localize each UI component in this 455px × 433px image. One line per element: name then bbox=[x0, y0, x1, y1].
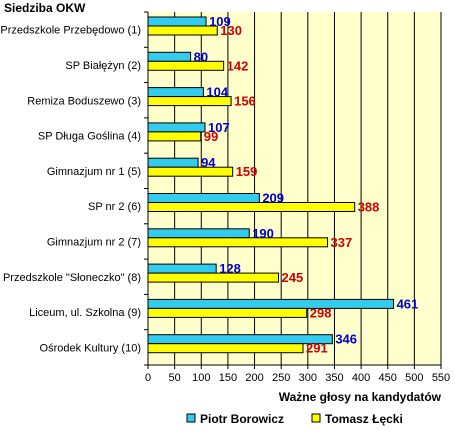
bar-lecki bbox=[147, 202, 356, 212]
data-label-lecki: 337 bbox=[331, 235, 353, 250]
data-label-borowicz: 190 bbox=[252, 226, 274, 241]
data-label-borowicz: 461 bbox=[397, 296, 419, 311]
x-tick-label: 450 bbox=[379, 372, 397, 384]
category-label: SP Białężyn (2) bbox=[65, 60, 141, 72]
bar-lecki bbox=[147, 343, 304, 354]
x-tick-label: 550 bbox=[432, 372, 450, 384]
bar-lecki bbox=[147, 25, 218, 36]
data-label-lecki: 159 bbox=[236, 164, 258, 179]
data-label-borowicz: 94 bbox=[201, 155, 216, 170]
bar-lecki bbox=[147, 131, 202, 142]
legend-label-borowicz: Piotr Borowicz bbox=[200, 412, 284, 426]
bar-borowicz bbox=[147, 122, 206, 133]
bar-borowicz bbox=[147, 193, 260, 203]
data-label-borowicz: 107 bbox=[208, 120, 230, 135]
legend: Piotr Borowicz Tomasz Łęcki bbox=[186, 412, 403, 426]
data-label-lecki: 142 bbox=[227, 58, 249, 73]
data-label-lecki: 99 bbox=[204, 129, 218, 144]
data-label-borowicz: 346 bbox=[335, 332, 357, 347]
category-label: Gimnazjum nr 2 (7) bbox=[47, 236, 141, 248]
data-label-borowicz: 209 bbox=[262, 191, 284, 206]
category-label: SP nr 2 (6) bbox=[88, 201, 141, 213]
bar-borowicz bbox=[147, 298, 395, 309]
bar-lecki bbox=[147, 237, 329, 248]
x-tick-label: 500 bbox=[405, 372, 423, 384]
bar-borowicz bbox=[147, 263, 217, 274]
bar-borowicz bbox=[147, 51, 192, 62]
data-label-lecki: 298 bbox=[310, 305, 332, 320]
bar-borowicz bbox=[147, 228, 250, 239]
data-label-lecki: 130 bbox=[220, 23, 242, 38]
bar-lecki bbox=[147, 307, 308, 318]
x-tick-label: 100 bbox=[192, 372, 210, 384]
category-label: Gimnazjum nr 1 (5) bbox=[47, 166, 141, 178]
legend-label-lecki: Tomasz Łęcki bbox=[325, 412, 403, 426]
axes bbox=[144, 11, 441, 366]
x-tick-label: 200 bbox=[245, 372, 263, 384]
bar-lecki bbox=[147, 60, 225, 71]
data-label-borowicz: 80 bbox=[194, 49, 208, 64]
category-label: Przedszkole "Słoneczko" (8) bbox=[3, 272, 141, 284]
bar-lecki bbox=[147, 272, 280, 283]
x-tick-label: 300 bbox=[299, 372, 317, 384]
x-tick-label: 250 bbox=[272, 372, 290, 384]
data-label-lecki: 156 bbox=[234, 94, 256, 109]
x-tick-label: 150 bbox=[219, 372, 237, 384]
x-tick-label: 350 bbox=[325, 372, 343, 384]
bar-borowicz bbox=[147, 16, 207, 27]
x-tick-label: 0 bbox=[145, 372, 151, 384]
category-labels: Przedszkole Przebędowo (1) SP Białężyn (2… bbox=[0, 25, 141, 355]
category-label: Liceum, ul. Szkolna (9) bbox=[29, 307, 141, 319]
data-label-borowicz: 104 bbox=[206, 85, 228, 100]
grid-lines bbox=[174, 12, 442, 365]
data-label-lecki: 291 bbox=[306, 341, 328, 356]
data-label-lecki: 388 bbox=[358, 200, 380, 215]
legend-swatch-lecki bbox=[311, 413, 321, 423]
data-label-borowicz: 109 bbox=[209, 14, 231, 29]
x-axis-title: Ważne głosy na kandydatów bbox=[279, 390, 442, 404]
legend-swatch-borowicz bbox=[186, 413, 196, 423]
x-axis-ticks: 0 50 100 150 200 250 300 350 400 450 500 550 bbox=[145, 365, 450, 384]
bar-borowicz bbox=[147, 87, 204, 98]
category-label: Ośrodek Kultury (10) bbox=[40, 342, 141, 354]
data-label-borowicz: 128 bbox=[219, 261, 241, 276]
bar-borowicz bbox=[147, 157, 199, 168]
category-label: SP Długa Goślina (4) bbox=[38, 131, 141, 143]
x-tick-label: 400 bbox=[352, 372, 370, 384]
bar-borowicz bbox=[147, 334, 333, 345]
data-label-lecki: 245 bbox=[282, 270, 304, 285]
y-axis-title: Siedziba OKW bbox=[4, 1, 86, 15]
category-label: Remiza Boduszewo (3) bbox=[27, 95, 141, 107]
x-tick-label: 50 bbox=[169, 372, 181, 384]
bar-lecki bbox=[147, 166, 234, 177]
category-label: Przedszkole Przebędowo (1) bbox=[0, 25, 141, 37]
